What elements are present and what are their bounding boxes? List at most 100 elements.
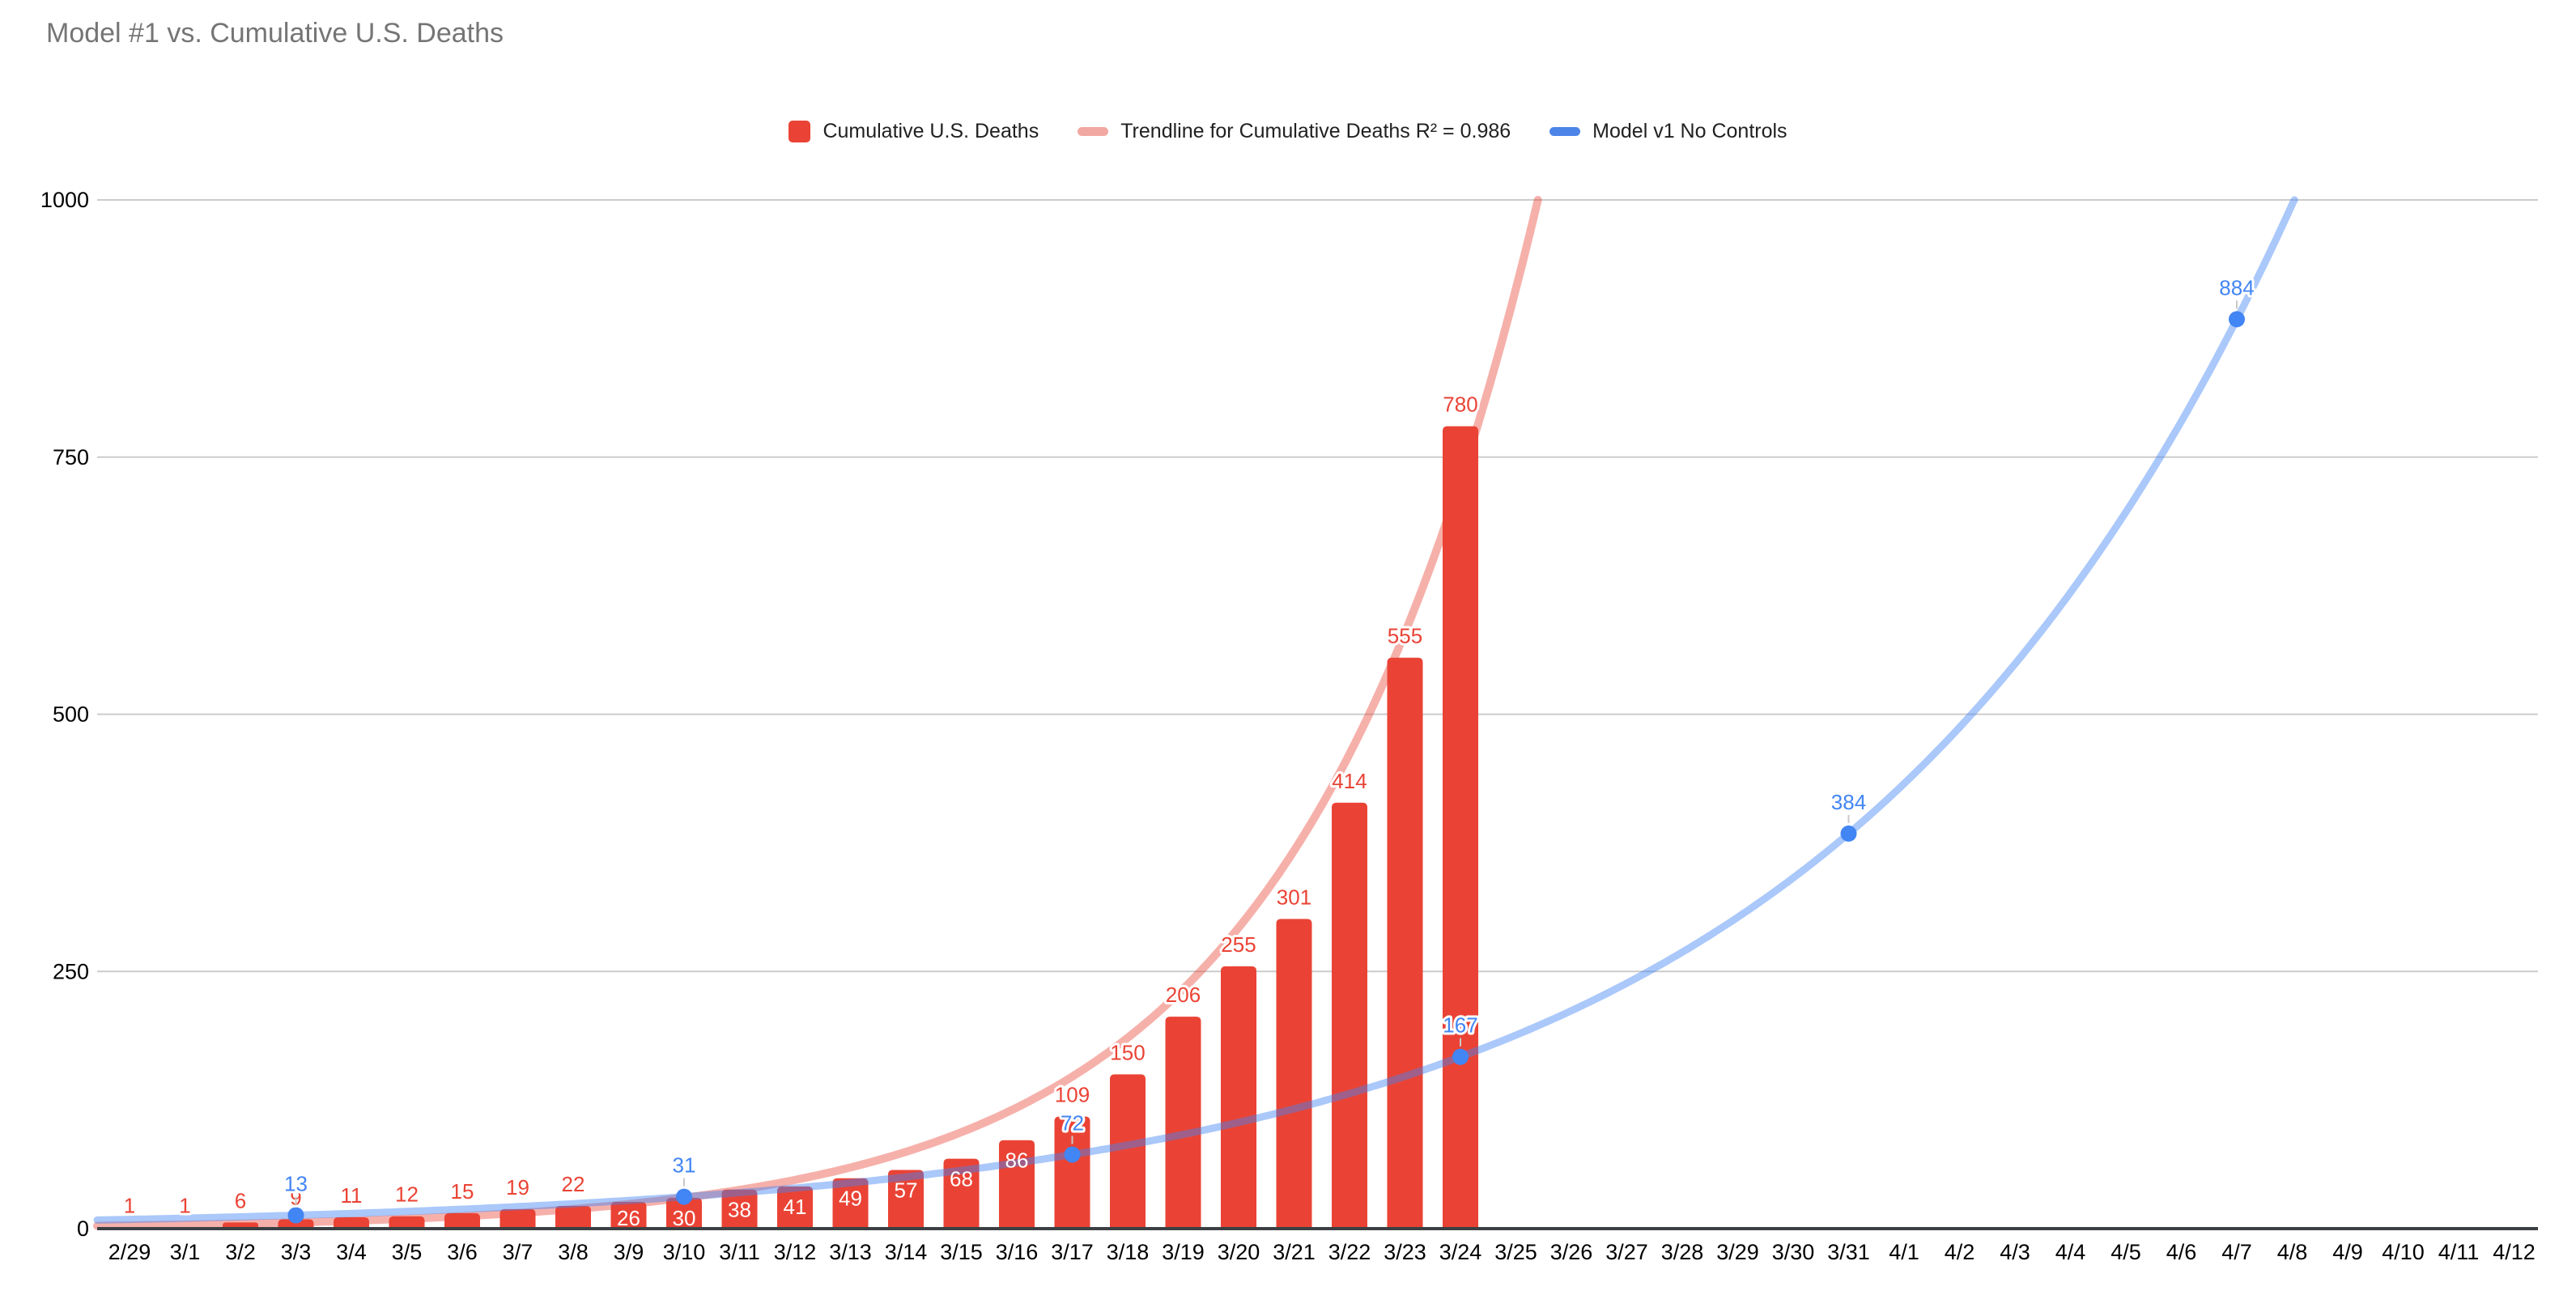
bar[interactable] bbox=[1221, 966, 1256, 1229]
bar[interactable] bbox=[555, 1206, 591, 1229]
bar-value-label-inside: 41 bbox=[784, 1195, 807, 1219]
x-tick-label: 4/10 bbox=[2382, 1240, 2425, 1264]
x-tick-label: 2/29 bbox=[108, 1240, 151, 1264]
x-tick-label: 3/20 bbox=[1218, 1240, 1260, 1264]
bar-value-label: 255 bbox=[1221, 932, 1256, 957]
x-tick-label: 4/2 bbox=[1945, 1240, 1975, 1264]
bar[interactable] bbox=[1387, 657, 1423, 1229]
bar-value-label: 1 bbox=[179, 1194, 190, 1218]
bar-value-label: 555 bbox=[1388, 624, 1422, 648]
bar[interactable] bbox=[499, 1208, 536, 1229]
x-tick-label: 4/5 bbox=[2111, 1240, 2141, 1264]
model-point-marker[interactable] bbox=[1840, 825, 1857, 842]
bar[interactable] bbox=[888, 1170, 924, 1229]
x-tick-label: 4/3 bbox=[2000, 1240, 2030, 1264]
x-tick-label: 4/4 bbox=[2055, 1240, 2086, 1264]
x-tick-label: 4/1 bbox=[1889, 1240, 1919, 1264]
x-tick-label: 3/26 bbox=[1550, 1240, 1593, 1264]
y-tick-label: 0 bbox=[77, 1216, 89, 1241]
bar-value-label-inside: 57 bbox=[895, 1178, 918, 1203]
y-tick-label: 1000 bbox=[40, 188, 89, 212]
bar-value-label-inside: 86 bbox=[1005, 1149, 1029, 1173]
bar[interactable] bbox=[721, 1189, 758, 1229]
x-tick-label: 3/9 bbox=[614, 1240, 644, 1264]
x-tick-label: 3/15 bbox=[940, 1240, 983, 1264]
legend-swatch-model-line-icon bbox=[1549, 127, 1581, 136]
x-tick-label: 3/17 bbox=[1051, 1240, 1094, 1264]
bar[interactable] bbox=[832, 1178, 869, 1229]
x-tick-label: 4/9 bbox=[2332, 1240, 2363, 1264]
model-point-label: 31 bbox=[673, 1153, 696, 1178]
legend-swatch-trendline-icon bbox=[1078, 127, 1109, 136]
x-tick-label: 4/8 bbox=[2277, 1240, 2308, 1264]
x-tick-label: 3/19 bbox=[1162, 1240, 1205, 1264]
bar[interactable] bbox=[1110, 1074, 1146, 1229]
bar-value-label: 22 bbox=[562, 1172, 585, 1196]
bar[interactable] bbox=[334, 1217, 369, 1229]
x-tick-label: 3/27 bbox=[1605, 1240, 1648, 1264]
bar[interactable] bbox=[999, 1140, 1035, 1229]
bar[interactable] bbox=[1054, 1116, 1090, 1229]
legend-swatch-bar-icon bbox=[789, 121, 811, 142]
bar-value-label: 19 bbox=[506, 1175, 529, 1199]
legend-label: Cumulative U.S. Deaths bbox=[823, 120, 1039, 142]
x-tick-label: 3/8 bbox=[558, 1240, 589, 1264]
bar[interactable] bbox=[1332, 802, 1367, 1229]
bar[interactable] bbox=[1165, 1017, 1201, 1229]
x-tick-label: 3/21 bbox=[1273, 1240, 1316, 1264]
legend-item-cumulative-deaths[interactable]: Cumulative U.S. Deaths bbox=[789, 120, 1039, 143]
legend-item-model-v1[interactable]: Model v1 No Controls bbox=[1549, 120, 1787, 143]
x-tick-label: 3/23 bbox=[1384, 1240, 1426, 1264]
legend-item-trendline[interactable]: Trendline for Cumulative Deaths R² = 0.9… bbox=[1078, 120, 1511, 143]
bar-value-label: 206 bbox=[1166, 983, 1201, 1007]
chart-title: Model #1 vs. Cumulative U.S. Deaths bbox=[46, 18, 504, 49]
model-point-label: 167 bbox=[1443, 1013, 1477, 1038]
legend: Cumulative U.S. Deaths Trendline for Cum… bbox=[0, 120, 2576, 143]
x-tick-label: 3/7 bbox=[503, 1240, 533, 1264]
model-point-label: 13 bbox=[284, 1171, 308, 1195]
x-tick-label: 3/10 bbox=[663, 1240, 706, 1264]
x-tick-label: 3/25 bbox=[1494, 1240, 1537, 1264]
model-point-label: 384 bbox=[1831, 790, 1866, 814]
model-line-path bbox=[93, 196, 2298, 1224]
x-tick-label: 3/18 bbox=[1107, 1240, 1150, 1264]
bar-value-label: 301 bbox=[1277, 885, 1311, 909]
y-tick-label: 500 bbox=[53, 703, 89, 727]
x-tick-label: 3/5 bbox=[392, 1240, 423, 1264]
bar[interactable] bbox=[1443, 426, 1478, 1229]
bar-value-label-inside: 26 bbox=[617, 1206, 640, 1230]
x-tick-label: 3/24 bbox=[1439, 1240, 1482, 1264]
bar[interactable] bbox=[943, 1158, 980, 1229]
bar[interactable] bbox=[610, 1201, 647, 1229]
x-tick-label: 3/4 bbox=[336, 1240, 367, 1264]
y-tick-label: 750 bbox=[53, 445, 89, 469]
bar[interactable] bbox=[278, 1219, 314, 1229]
x-tick-label: 3/12 bbox=[774, 1240, 817, 1264]
x-tick-label: 4/12 bbox=[2493, 1240, 2536, 1264]
bar[interactable] bbox=[389, 1216, 425, 1229]
x-tick-label: 3/22 bbox=[1328, 1240, 1371, 1264]
model-point-marker[interactable] bbox=[287, 1207, 304, 1224]
x-tick-label: 3/3 bbox=[281, 1240, 312, 1264]
x-tick-label: 3/30 bbox=[1772, 1240, 1815, 1264]
x-tick-label: 3/31 bbox=[1827, 1240, 1870, 1264]
x-tick-label: 3/14 bbox=[885, 1240, 928, 1264]
bar-value-label: 109 bbox=[1055, 1082, 1090, 1106]
x-tick-label: 3/29 bbox=[1716, 1240, 1759, 1264]
x-tick-label: 3/13 bbox=[829, 1240, 872, 1264]
bar-value-label: 6 bbox=[235, 1188, 246, 1212]
legend-label: Model v1 No Controls bbox=[1592, 120, 1787, 142]
trendline-path bbox=[93, 196, 1542, 1230]
bar[interactable] bbox=[444, 1212, 480, 1229]
model-point-marker[interactable] bbox=[1452, 1048, 1469, 1065]
bar[interactable] bbox=[777, 1186, 813, 1229]
model-point-marker[interactable] bbox=[2229, 311, 2245, 328]
bar-value-label: 150 bbox=[1110, 1040, 1145, 1064]
model-point-marker[interactable] bbox=[676, 1188, 692, 1205]
bar[interactable] bbox=[1276, 919, 1312, 1229]
model-point-marker[interactable] bbox=[1064, 1146, 1081, 1163]
bar[interactable] bbox=[666, 1197, 702, 1229]
bar-value-label: 12 bbox=[395, 1182, 419, 1207]
